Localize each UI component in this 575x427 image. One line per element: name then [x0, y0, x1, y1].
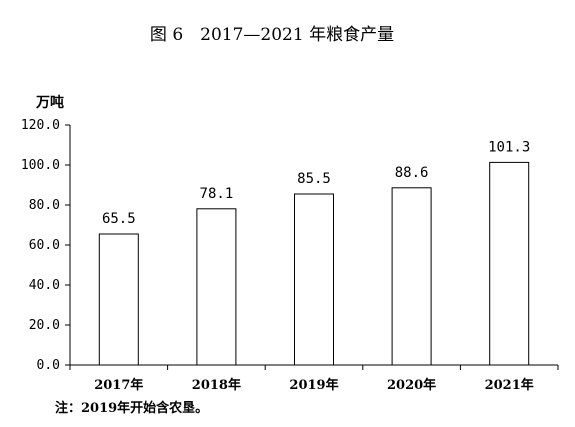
data-label: 85.5 — [297, 171, 331, 187]
x-categories-group: 2017年 2018年 2019年 2020年 2021年 — [94, 377, 534, 393]
x-category-label: 2019年 — [289, 377, 338, 393]
data-label: 88.6 — [395, 165, 429, 181]
bar — [391, 187, 432, 366]
y-tick-label: 100.0 — [21, 158, 60, 173]
bar — [489, 161, 530, 366]
bar — [294, 193, 334, 366]
data-label: 65.5 — [102, 211, 136, 227]
y-tick-label: 40.0 — [29, 278, 60, 293]
y-tick-label: 120.0 — [21, 118, 60, 133]
x-category-label: 2021年 — [485, 377, 534, 393]
bar — [196, 208, 237, 366]
y-ticks-group: 0.0 20.0 40.0 60.0 80.0 100.0 120.0 — [21, 118, 70, 373]
chart-note: 注：2019年开始含农垦。 — [55, 400, 208, 416]
y-axis-unit-label: 万吨 — [35, 94, 64, 111]
y-tick-label: 60.0 — [29, 238, 60, 253]
chart-title: 图 6 2017—2021 年粮食产量 — [150, 25, 394, 45]
x-category-label: 2020年 — [387, 377, 436, 393]
data-label: 101.3 — [488, 139, 530, 155]
y-tick-label: 20.0 — [29, 318, 60, 333]
bar — [98, 233, 139, 366]
data-labels-group: 65.5 78.1 85.5 88.6 101.3 — [102, 139, 530, 227]
y-tick-label: 80.0 — [29, 198, 60, 213]
x-category-label: 2017年 — [94, 377, 143, 393]
y-tick-label: 0.0 — [37, 358, 60, 373]
data-label: 78.1 — [200, 186, 234, 202]
bars-group — [98, 161, 530, 366]
x-category-label: 2018年 — [192, 377, 241, 393]
